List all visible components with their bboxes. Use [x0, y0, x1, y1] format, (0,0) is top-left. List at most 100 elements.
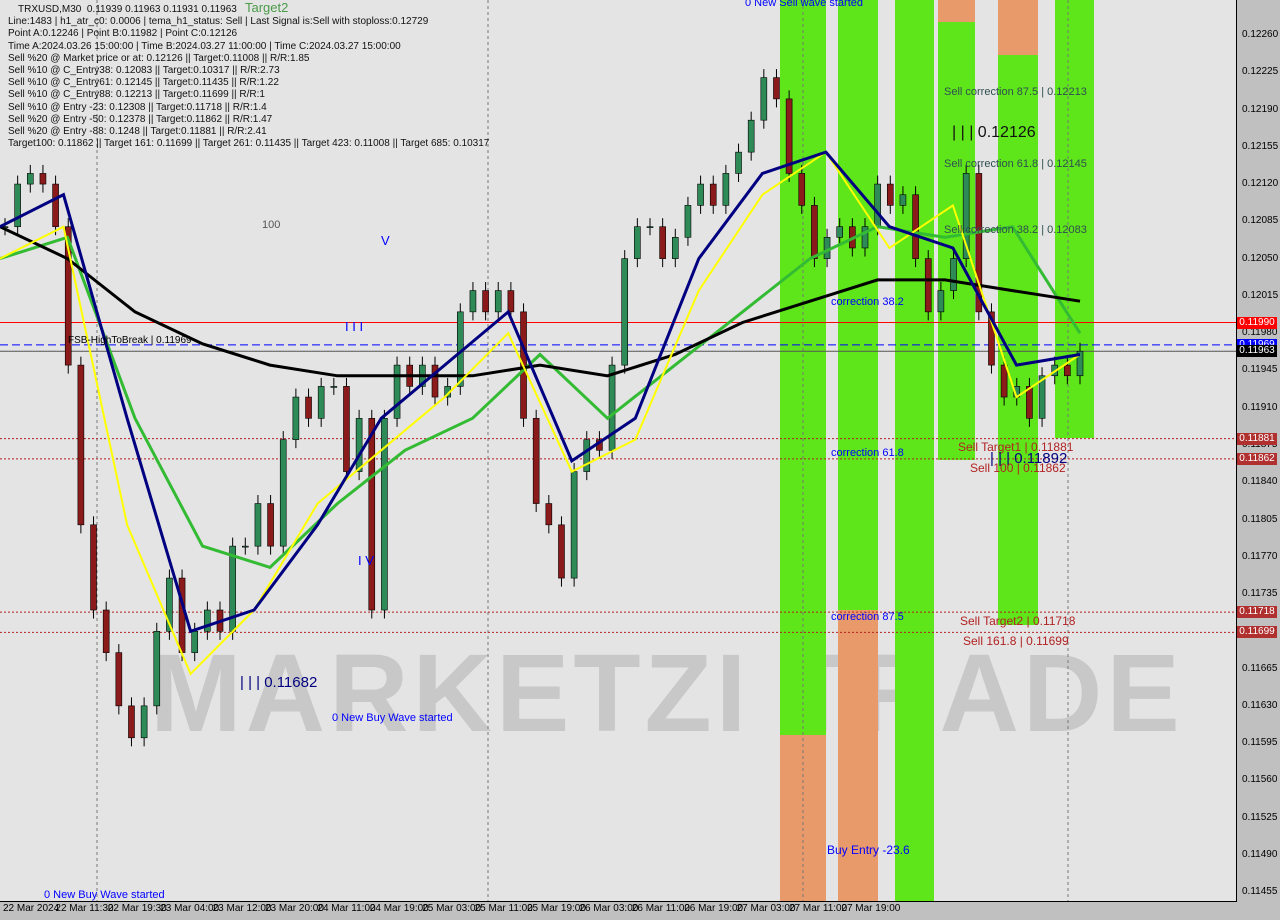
candle — [292, 396, 300, 440]
point-b-label: | | | 0.11892 — [990, 450, 1068, 467]
x-tick-label: 22 Mar 2024 — [3, 903, 60, 914]
info-line: Line:1483 | h1_atr_c0: 0.0006 | tema_h1_… — [8, 16, 429, 28]
point-c-label: | | | 0.12126 — [952, 124, 1036, 141]
candle — [583, 439, 591, 472]
candle — [494, 290, 502, 313]
wave-v-label: V — [381, 233, 390, 248]
symbol-line: TRXUSD,M30 0.11939 0.11963 0.11931 0.119… — [18, 4, 237, 15]
candle — [64, 226, 72, 366]
price-level-tag: 0.11862 — [1237, 452, 1277, 465]
candle — [128, 705, 135, 739]
candle — [1076, 350, 1084, 377]
candle — [558, 524, 565, 579]
y-tick-label: 0.11560 — [1242, 774, 1278, 786]
signal-zone-green — [1055, 0, 1094, 438]
y-tick-label: 0.12260 — [1242, 29, 1279, 40]
candle — [39, 173, 47, 185]
candle — [773, 77, 780, 100]
label-100: 100 — [262, 219, 281, 231]
y-tick-label: 0.11805 — [1242, 513, 1278, 525]
candle — [836, 226, 844, 238]
candle — [671, 237, 679, 259]
sell-correction-382-label: Sell correction 38.2 | 0.12083 — [944, 224, 1087, 236]
candle — [1038, 375, 1046, 419]
signal-zone-orange — [838, 610, 878, 901]
candle — [608, 364, 616, 451]
x-tick-label: 27 Mar 11:00 — [789, 903, 848, 914]
y-tick-label: 0.11525 — [1242, 811, 1278, 823]
candle — [697, 183, 704, 206]
buy-entry-label: Buy Entry -23.6 — [827, 843, 910, 857]
candle — [646, 226, 654, 228]
candle — [735, 151, 742, 174]
candle — [482, 290, 489, 313]
sell-target1-label: Sell Target1 | 0.11881 — [958, 440, 1074, 454]
signal-zone-green — [838, 0, 878, 610]
candle — [621, 258, 629, 366]
candle — [962, 173, 970, 259]
candle — [14, 183, 21, 227]
new-buy-wave-label: 0 New Buy Wave started — [332, 712, 453, 724]
candle — [747, 119, 755, 153]
info-line: Sell %10 @ C_Entry38: 0.12083 || Target:… — [8, 65, 280, 77]
candle — [166, 577, 173, 632]
info-line: Time A:2024.03.26 15:00:00 | Time B:2024… — [8, 40, 401, 52]
wave-iv-label: I V — [358, 553, 374, 568]
chart-plot-area[interactable]: MARKETZI TRADE TRXUSD,M30 0.11939 0.1196… — [0, 0, 1237, 902]
candle — [886, 183, 894, 206]
candle — [317, 386, 325, 419]
signal-zone-green — [998, 55, 1038, 625]
candle — [90, 524, 97, 611]
candle — [355, 418, 363, 472]
candle — [507, 290, 515, 313]
correction-618-label: correction 61.8 — [831, 447, 904, 459]
candle — [330, 386, 338, 388]
candle — [937, 290, 945, 313]
sell-correction-875-label: Sell correction 87.5 | 0.12213 — [944, 86, 1087, 98]
info-line: Point A:0.12246 | Point B:0.11982 | Poin… — [8, 28, 238, 40]
candle — [1000, 364, 1008, 398]
candle — [343, 386, 350, 472]
x-tick-label: 25 Mar 11:00 — [474, 903, 533, 914]
candle — [684, 205, 692, 238]
correction-382-label: correction 38.2 — [831, 296, 904, 308]
info-panel: TRXUSD,M30 0.11939 0.11963 0.11931 0.119… — [8, 4, 489, 150]
sell-target2-label: Sell Target2 | 0.11718 — [960, 614, 1076, 628]
y-tick-label: 0.12225 — [1242, 66, 1279, 78]
candle — [722, 173, 730, 206]
candle — [1026, 386, 1033, 419]
info-line: Target100: 0.11862 || Target 161: 0.1169… — [8, 138, 490, 150]
y-tick-label: 0.11630 — [1242, 699, 1278, 711]
candle — [874, 183, 881, 227]
candle — [709, 183, 717, 206]
signal-zone-orange — [998, 0, 1038, 55]
x-tick-label: 25 Mar 03:00 — [422, 903, 482, 914]
candle — [368, 418, 376, 611]
price-level-tag: 0.11963 — [1237, 345, 1277, 358]
candle — [545, 503, 553, 526]
y-tick-label: 0.11910 — [1242, 401, 1278, 413]
candle — [267, 503, 274, 547]
watermark: MARKETZI TRADE — [150, 632, 1184, 755]
candle — [975, 173, 983, 313]
x-tick-label: 23 Mar 04:00 — [160, 903, 220, 914]
price-level-tag: 0.11990 — [1237, 316, 1277, 329]
ma-slow-line — [0, 225, 1081, 378]
candle — [241, 545, 249, 548]
price-level-tag: 0.11718 — [1237, 606, 1277, 619]
candle — [861, 226, 869, 249]
y-tick-label: 0.11735 — [1242, 588, 1278, 600]
x-tick-label: 26 Mar 11:00 — [631, 903, 690, 914]
y-tick-label: 0.12015 — [1242, 289, 1279, 301]
candle — [785, 98, 793, 174]
y-tick-label: 0.11665 — [1242, 662, 1278, 674]
x-tick-label: 22 Mar 11:30 — [55, 903, 114, 914]
y-tick-label: 0.11980 — [1242, 327, 1278, 339]
y-tick-label: 0.12085 — [1242, 215, 1279, 227]
candle — [115, 652, 123, 707]
candle — [52, 183, 59, 227]
candle — [191, 631, 199, 653]
y-tick-label: 0.11595 — [1242, 737, 1278, 749]
candle — [1064, 364, 1071, 377]
candle — [204, 609, 211, 632]
